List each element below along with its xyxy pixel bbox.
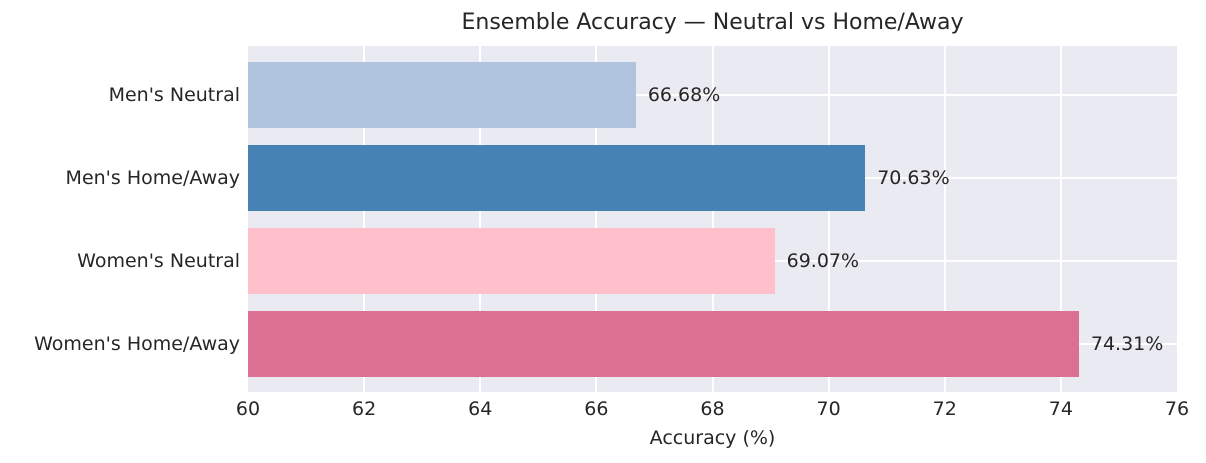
bar-value-label: 69.07%: [786, 250, 860, 272]
x-tick-label: 76: [1164, 398, 1190, 420]
x-tick-label: 72: [932, 398, 957, 420]
horizontal-gridline: [248, 94, 1177, 96]
vertical-gridline: [827, 46, 830, 392]
bar-value-label: 66.68%: [647, 84, 721, 106]
vertical-gridline: [363, 46, 366, 392]
y-category-label: Men's Home/Away: [65, 167, 240, 189]
x-axis-label: Accuracy (%): [649, 427, 776, 449]
vertical-gridline: [1059, 46, 1062, 392]
x-tick-label: 64: [468, 398, 493, 420]
bar-value-label: 70.63%: [877, 167, 950, 189]
chart-title: Ensemble Accuracy — Neutral vs Home/Away: [461, 10, 964, 35]
vertical-gridline: [479, 46, 482, 392]
plot-area: 66.68% 70.63% 69.07% 74.31%: [248, 46, 1177, 392]
vertical-gridline: [595, 46, 598, 392]
bar: [248, 228, 775, 294]
y-category-label: Women's Home/Away: [34, 333, 240, 355]
x-tick-label: 74: [1048, 398, 1073, 420]
y-category-label: Women's Neutral: [77, 250, 240, 272]
x-tick-label: 68: [700, 398, 725, 420]
vertical-gridline: [943, 46, 946, 392]
bar: [248, 311, 1079, 377]
x-tick-label: 70: [816, 398, 841, 420]
y-category-label: Men's Neutral: [108, 84, 240, 106]
bar-value-label: 74.31%: [1090, 333, 1164, 355]
x-tick-label: 60: [235, 398, 261, 420]
x-tick-label: 66: [584, 398, 609, 420]
x-tick-label: 62: [352, 398, 377, 420]
bar: [248, 62, 636, 128]
vertical-gridline: [711, 46, 714, 392]
bar: [248, 145, 866, 211]
